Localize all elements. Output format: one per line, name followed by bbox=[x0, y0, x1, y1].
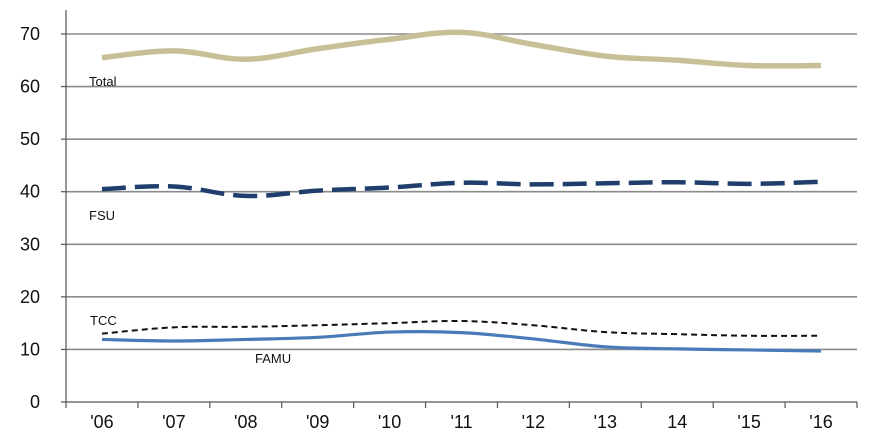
series-line-tcc bbox=[101, 319, 822, 337]
x-tick-label: '11 bbox=[450, 412, 472, 432]
x-tick-label: '07 bbox=[162, 412, 185, 432]
x-tick-label: 14 bbox=[667, 412, 687, 432]
y-tick-label: 40 bbox=[20, 182, 40, 202]
x-tick-label: '08 bbox=[234, 412, 257, 432]
y-tick-label: 30 bbox=[20, 234, 40, 254]
x-tick-label: '15 bbox=[737, 412, 760, 432]
series-label-tcc: TCC bbox=[90, 313, 117, 328]
series-line-famu bbox=[101, 329, 822, 353]
series-label-famu: FAMU bbox=[255, 351, 291, 366]
x-tick-label: '12 bbox=[522, 412, 545, 432]
y-tick-label: 0 bbox=[30, 392, 40, 412]
y-tick-label: 10 bbox=[20, 339, 40, 359]
axes bbox=[61, 10, 858, 408]
series-labels: Total FSU TCC FAMU bbox=[89, 74, 291, 366]
series-label-fsu: FSU bbox=[89, 208, 115, 223]
y-tick-label: 20 bbox=[20, 287, 40, 307]
y-axis-tick-labels: 0 10 20 30 40 50 60 70 bbox=[20, 24, 40, 412]
y-tick-label: 60 bbox=[20, 77, 40, 97]
gridlines bbox=[66, 33, 857, 351]
x-tick-label: '06 bbox=[90, 412, 113, 432]
series-line-total bbox=[101, 29, 822, 69]
y-tick-label: 70 bbox=[20, 24, 40, 44]
series-label-total: Total bbox=[89, 74, 117, 89]
series-lines bbox=[101, 29, 822, 353]
x-axis-tick-labels: '06 '07 '08 '09 '10 '11 '12 '13 14 '15 '16 bbox=[90, 412, 833, 432]
y-tick-label: 50 bbox=[20, 129, 40, 149]
series-line-fsu bbox=[101, 179, 822, 199]
x-tick-label: '09 bbox=[306, 412, 329, 432]
x-tick-label: '16 bbox=[809, 412, 832, 432]
x-tick-label: '13 bbox=[594, 412, 617, 432]
x-tick-label: '10 bbox=[378, 412, 401, 432]
